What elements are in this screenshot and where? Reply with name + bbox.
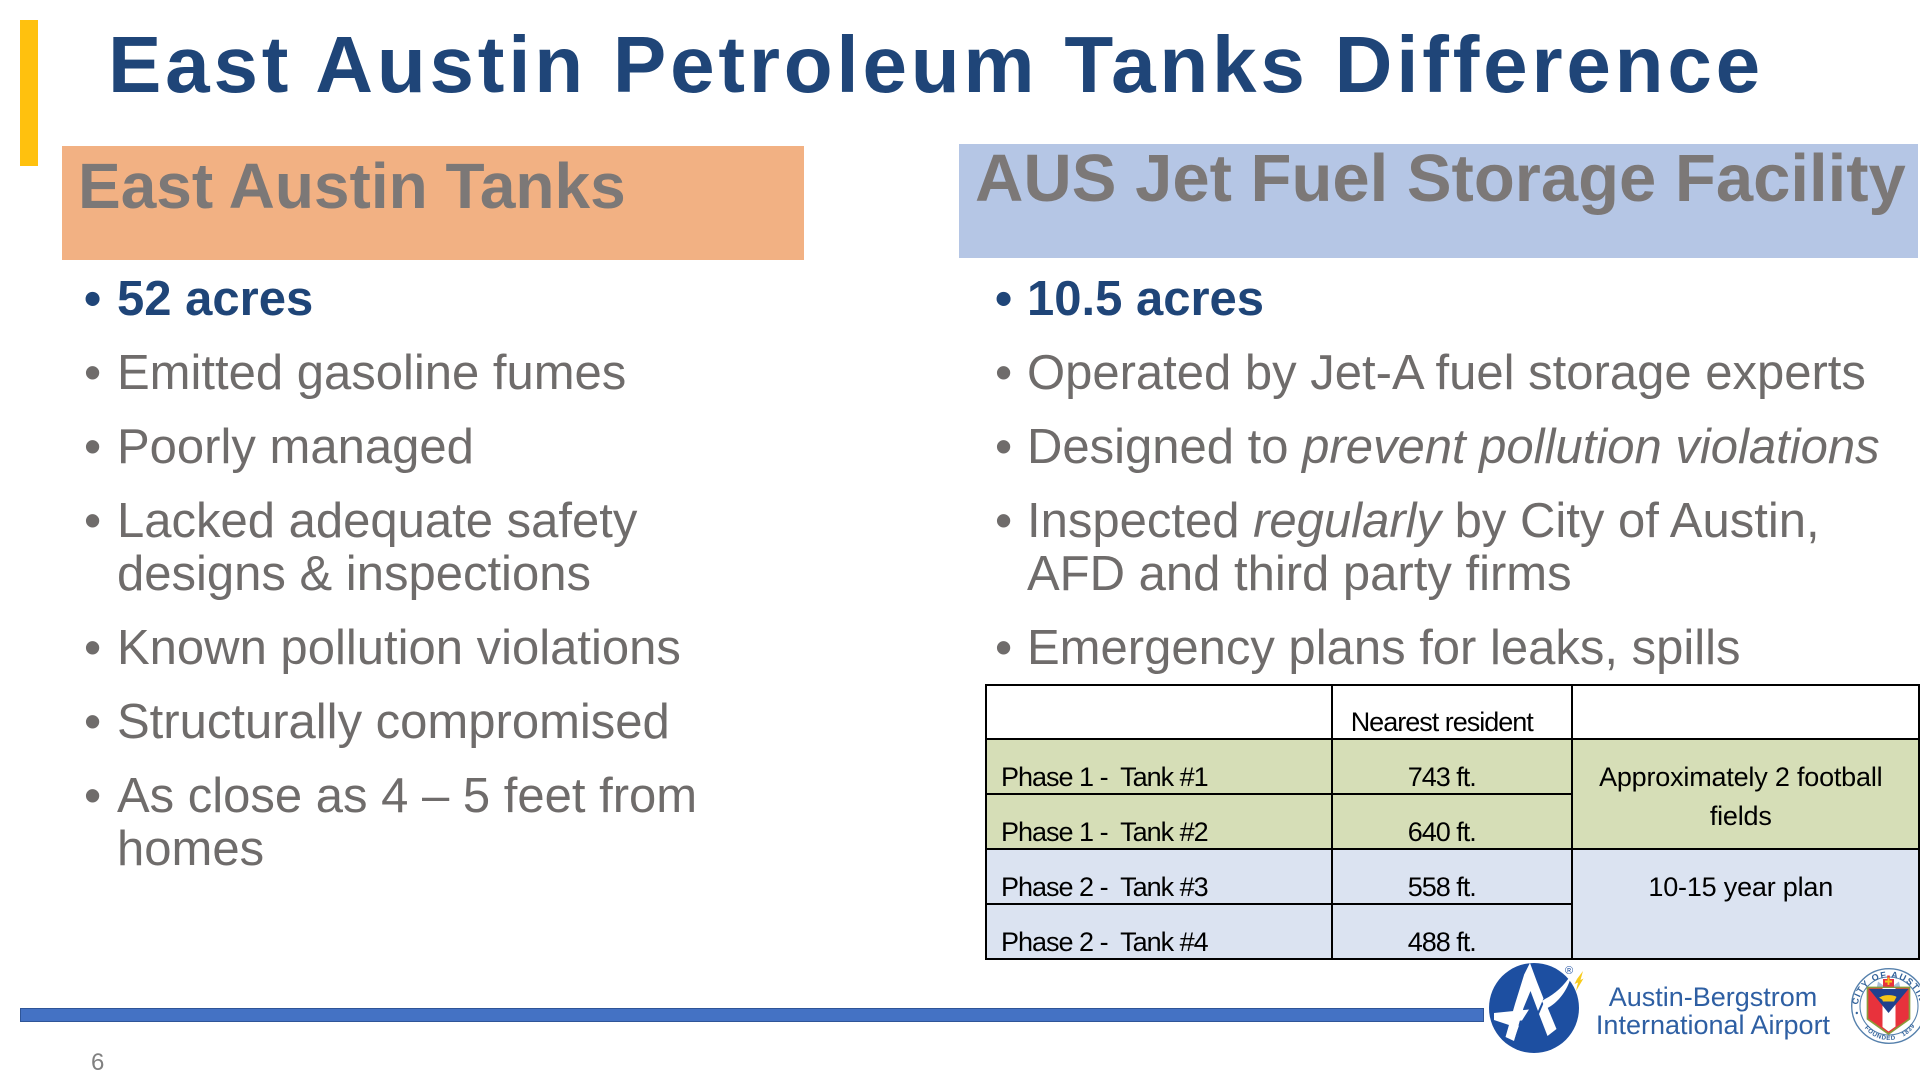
svg-text:®: ®: [1565, 965, 1573, 977]
